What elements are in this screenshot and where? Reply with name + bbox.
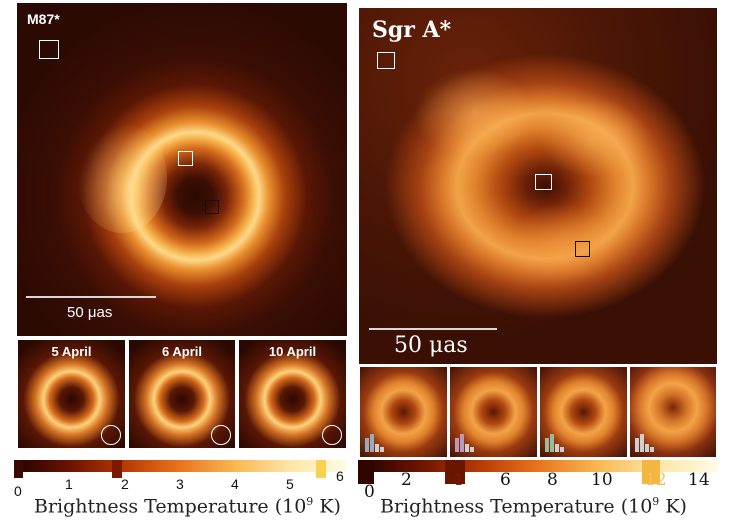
colorbar-tick: 0 xyxy=(364,482,375,502)
box-marker-icon xyxy=(178,151,193,166)
colorbar-tick: 10 xyxy=(591,470,613,490)
colorbar-marker xyxy=(316,460,326,478)
ring-bright-spot xyxy=(77,123,167,233)
m87-main-image: M87* 50 μas xyxy=(17,3,347,336)
sgra-thumbnail xyxy=(539,366,628,458)
sgra-main-image: Sgr A* 50 μas xyxy=(359,8,717,364)
scale-bar xyxy=(26,296,156,298)
ring-bright-spot xyxy=(414,68,534,158)
colorbar-tick: 14 xyxy=(688,470,710,490)
beam-circle-icon xyxy=(322,425,342,445)
colorbar-marker xyxy=(358,460,374,484)
m87-title: M87* xyxy=(27,11,60,27)
m87-epoch-thumbnail: 5 April xyxy=(17,339,126,449)
epoch-label: 6 April xyxy=(162,344,202,359)
histogram-icon xyxy=(365,432,387,452)
box-marker-icon xyxy=(39,40,59,59)
box-marker-icon xyxy=(575,241,590,257)
m87-colorbar-label: Brightness Temperature (109 K) xyxy=(34,495,341,518)
histogram-icon xyxy=(455,432,477,452)
colorbar-tick: 6 xyxy=(336,468,344,484)
m87-epoch-thumbnail: 6 April xyxy=(128,339,236,449)
sgra-thumbnail xyxy=(629,366,717,458)
colorbar-tick: 3 xyxy=(176,476,184,492)
box-marker-icon xyxy=(535,174,552,190)
beam-circle-icon xyxy=(101,425,121,445)
epoch-label: 5 April xyxy=(51,344,92,359)
box-marker-icon xyxy=(377,52,395,69)
colorbar-tick: 4 xyxy=(231,476,239,492)
box-marker-icon xyxy=(205,200,219,214)
ring-bright-spot xyxy=(509,203,619,283)
scale-label: 50 μas xyxy=(67,304,113,321)
colorbar-marker xyxy=(445,460,465,484)
colorbar-marker xyxy=(112,460,122,478)
sgra-colorbar-label: Brightness Temperature (109 K) xyxy=(380,495,687,518)
m87-epoch-thumbnail: 10 April xyxy=(238,339,347,449)
colorbar-tick: 8 xyxy=(547,470,558,490)
sgra-title: Sgr A* xyxy=(372,17,452,43)
histogram-icon xyxy=(545,432,567,452)
ring-bright-spot xyxy=(539,98,649,178)
colorbar-tick: 6 xyxy=(500,470,511,490)
colorbar-tick: 1 xyxy=(65,476,73,492)
sgra-thumbnail xyxy=(449,366,538,458)
colorbar-tick: 2 xyxy=(401,470,412,490)
colorbar-tick: 12 xyxy=(645,470,667,490)
histogram-icon xyxy=(635,432,657,452)
epoch-label: 10 April xyxy=(268,344,317,359)
colorbar-marker xyxy=(14,460,23,478)
scale-bar xyxy=(369,328,497,330)
colorbar-tick: 2 xyxy=(121,476,129,492)
colorbar-tick: 0 xyxy=(14,483,22,499)
scale-label: 50 μas xyxy=(394,333,468,358)
colorbar-tick: 4 xyxy=(452,470,463,490)
beam-circle-icon xyxy=(211,425,231,445)
sgra-thumbnail xyxy=(359,366,448,458)
colorbar-marker xyxy=(642,460,660,484)
colorbar-tick: 5 xyxy=(286,476,294,492)
m87-colorbar xyxy=(14,460,346,472)
